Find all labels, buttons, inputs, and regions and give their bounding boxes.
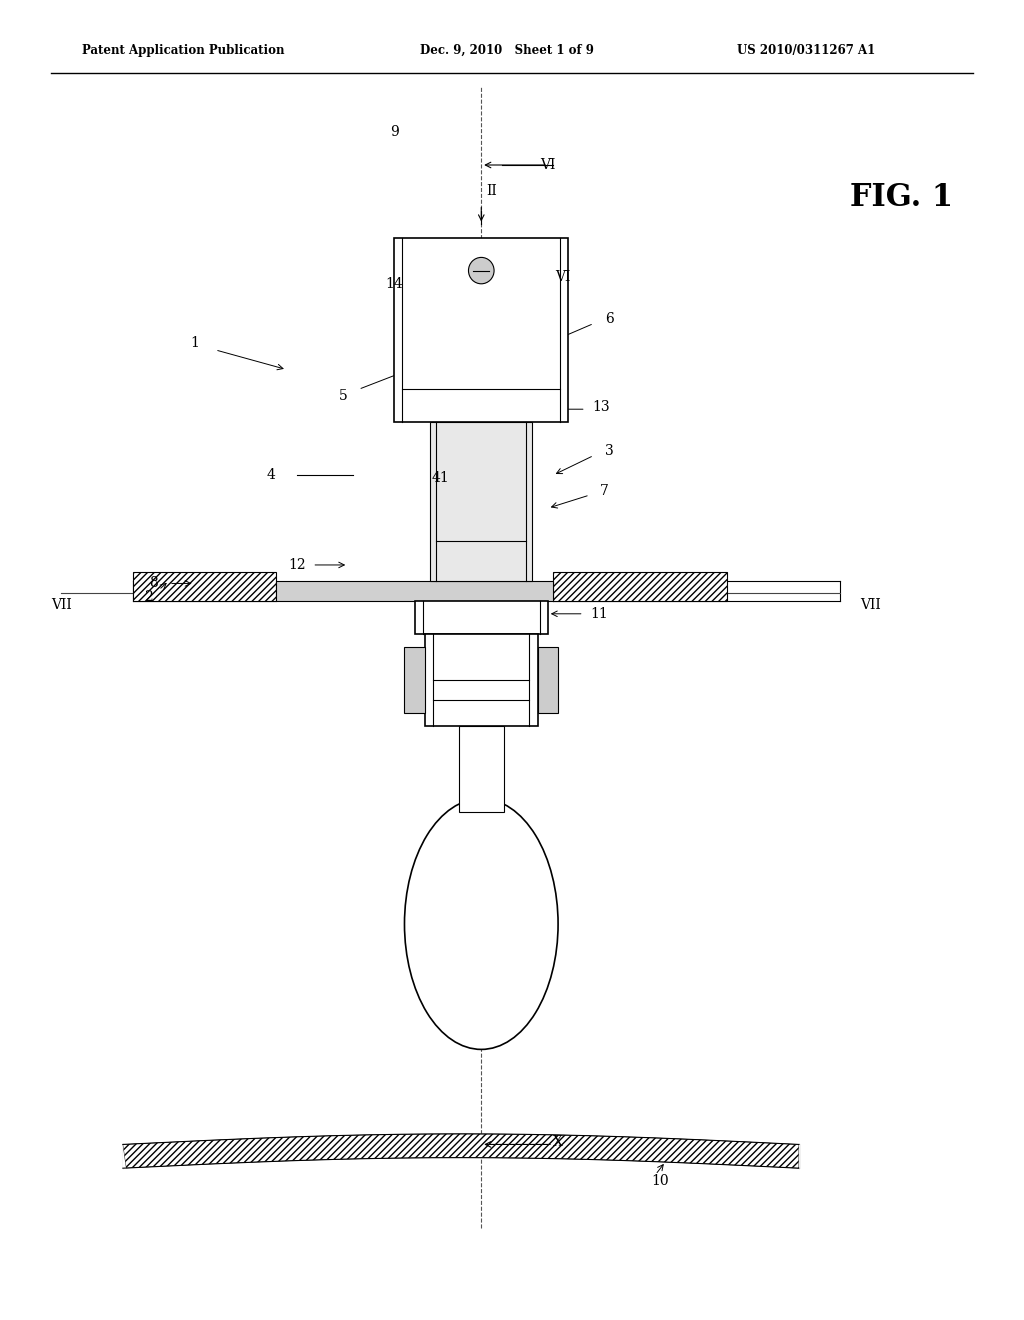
Text: 8: 8 — [150, 577, 158, 590]
Ellipse shape — [468, 257, 494, 284]
Polygon shape — [404, 647, 425, 713]
Bar — [133, 572, 276, 601]
Bar — [459, 726, 504, 812]
Text: FIG. 1: FIG. 1 — [850, 182, 953, 214]
Bar — [553, 572, 727, 601]
Text: Dec. 9, 2010   Sheet 1 of 9: Dec. 9, 2010 Sheet 1 of 9 — [420, 44, 594, 57]
Text: 4: 4 — [267, 469, 275, 482]
Text: 5: 5 — [339, 389, 347, 403]
Bar — [430, 422, 532, 581]
Text: 1: 1 — [190, 337, 199, 350]
Text: 7: 7 — [600, 484, 608, 498]
Bar — [425, 634, 538, 726]
Text: 2: 2 — [144, 590, 153, 603]
Text: 11: 11 — [590, 607, 608, 620]
Text: 14: 14 — [385, 277, 403, 290]
Bar — [394, 238, 568, 422]
Polygon shape — [538, 647, 558, 713]
Text: 6: 6 — [605, 313, 613, 326]
Bar — [276, 581, 553, 601]
Bar — [415, 601, 548, 634]
Text: VI: VI — [555, 271, 571, 284]
Text: 41: 41 — [431, 471, 450, 484]
Text: Patent Application Publication: Patent Application Publication — [82, 44, 285, 57]
Text: VII: VII — [860, 598, 881, 611]
Text: 12: 12 — [288, 558, 306, 572]
Text: II: II — [486, 185, 497, 198]
Text: VI: VI — [540, 158, 556, 172]
Text: 13: 13 — [592, 400, 610, 413]
Text: VII: VII — [51, 598, 72, 611]
Text: 3: 3 — [605, 445, 613, 458]
Ellipse shape — [404, 799, 558, 1049]
Text: X: X — [553, 1135, 563, 1148]
Text: 10: 10 — [651, 1175, 670, 1188]
Text: US 2010/0311267 A1: US 2010/0311267 A1 — [737, 44, 876, 57]
PathPatch shape — [123, 1134, 799, 1168]
Text: 9: 9 — [390, 125, 398, 139]
